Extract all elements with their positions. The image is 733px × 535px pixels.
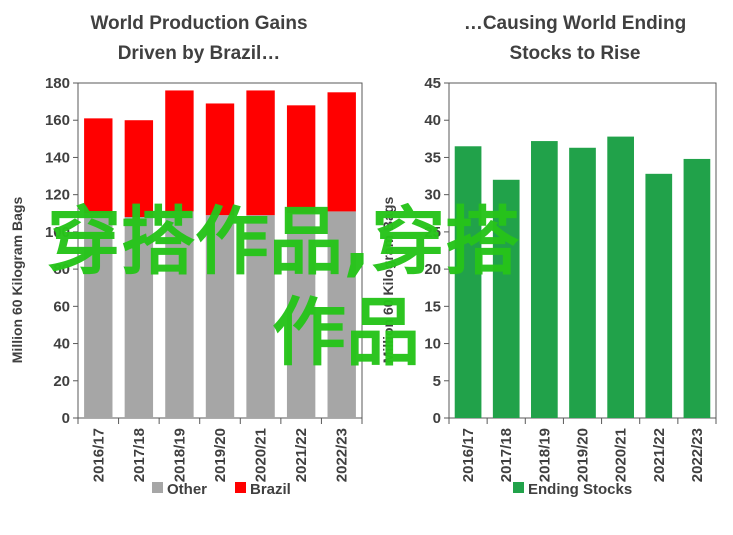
left-chart-title-line1: World Production Gains [90, 13, 307, 34]
right-chart-plot-area: 0 5 10 15 20 25 30 35 40 45 2016/17 2017/18 2018/19 2… [424, 75, 717, 482]
left-chart-y-tick-label: 80 [53, 261, 70, 278]
legend-swatch-ending-stocks [513, 482, 524, 493]
left-chart-y-tick-label: 20 [53, 373, 70, 390]
left-chart-bar-other [286, 213, 316, 418]
right-chart-legend: Ending Stocks [513, 481, 632, 498]
right-chart-y-tick-label: 5 [433, 373, 441, 390]
left-chart-y-tick-label: 120 [45, 187, 70, 204]
left-chart-legend: Other Brazil [152, 481, 291, 498]
left-chart-bar-other [327, 211, 356, 418]
legend-label-other: Other [167, 481, 207, 498]
left-chart-x-tick-label: 2020/21 [253, 428, 270, 482]
legend-label-brazil: Brazil [250, 481, 291, 498]
left-chart-x-tick-label: 2022/23 [334, 428, 351, 482]
left-chart-x-tick-label: 2021/22 [293, 428, 310, 482]
right-chart-bar-ending-stocks [492, 179, 520, 418]
right-chart-y-tick-label: 15 [424, 298, 441, 315]
left-chart-bar-other [124, 217, 154, 418]
right-chart-title-line1: …Causing World Ending [464, 13, 686, 34]
right-chart-y-tick-label: 25 [424, 224, 441, 241]
right-chart-x-tick-label: 2017/18 [498, 428, 515, 482]
legend-swatch-brazil [235, 482, 246, 493]
right-chart-x-tick-label: 2022/23 [689, 428, 706, 482]
legend-swatch-other [152, 482, 163, 493]
left-chart-bar-other [84, 213, 113, 418]
right-chart-y-tick-label: 35 [424, 149, 441, 166]
left-chart-bar-brazil [246, 90, 275, 216]
right-chart-x-tick-label: 2019/20 [575, 428, 592, 482]
left-chart-title-line2: Driven by Brazil… [118, 43, 281, 64]
left-chart-bar-brazil [205, 103, 235, 216]
left-chart-bar-other [205, 215, 235, 418]
watermark-line1: 穿搭作品,穿搭 [47, 199, 519, 285]
right-chart-x-tick-label: 2021/22 [651, 428, 668, 482]
left-chart-y-tick-label: 0 [62, 410, 70, 427]
right-chart-y-tick-label: 0 [433, 410, 441, 427]
right-chart-bar-ending-stocks [645, 173, 673, 418]
right-chart-y-tick-label: 10 [424, 336, 441, 353]
right-chart-bar-ending-stocks [454, 146, 482, 418]
right-chart-bar-ending-stocks [683, 158, 711, 418]
left-chart-y-axis-label: Million 60 Kilogram Bags [9, 197, 25, 364]
right-chart-y-tick-label: 20 [424, 261, 441, 278]
left-chart-bar-brazil [165, 90, 194, 212]
watermark: 穿搭作品,穿搭 作品 [47, 199, 519, 376]
right-chart-y-tick-label: 30 [424, 187, 441, 204]
left-chart-y-tick-label: 140 [45, 149, 70, 166]
left-chart-bar-brazil [327, 92, 356, 212]
left-chart-plot-area: 0 20 40 60 80 100 120 140 160 180 2016/17 2017/18 20… [45, 75, 363, 482]
right-chart-x-tick-label: 2016/17 [460, 428, 477, 482]
left-chart-bar-brazil [286, 105, 316, 214]
legend-label-ending-stocks: Ending Stocks [528, 481, 632, 498]
right-chart-bar-ending-stocks [531, 141, 558, 419]
left-chart-bar-other [246, 215, 275, 418]
left-chart-x-tick-label: 2016/17 [90, 428, 107, 482]
right-chart-bar-ending-stocks [569, 147, 596, 418]
left-chart-bar-other [165, 211, 194, 418]
right-chart-bar-ending-stocks [607, 136, 634, 418]
right-chart-x-tick-label: 2018/19 [536, 428, 553, 482]
left-chart-y-tick-label: 60 [53, 298, 70, 315]
left-chart-y-tick-label: 100 [45, 224, 70, 241]
left-chart-y-tick-label: 40 [53, 336, 70, 353]
watermark-line2: 作品 [272, 290, 420, 376]
right-chart-y-tick-label: 45 [424, 75, 441, 92]
left-chart-y-tick-label: 180 [45, 75, 70, 92]
left-chart-bar-brazil [124, 120, 154, 217]
left-chart-bar-brazil [84, 118, 113, 214]
right-chart-x-tick-label: 2020/21 [613, 428, 630, 482]
left-chart-x-tick-label: 2018/19 [171, 428, 188, 482]
left-chart-x-tick-label: 2017/18 [131, 428, 148, 482]
right-chart-y-tick-label: 40 [424, 112, 441, 129]
left-chart-x-tick-label: 2019/20 [212, 428, 229, 482]
left-chart-y-tick-label: 160 [45, 112, 70, 129]
right-chart-title-line2: Stocks to Rise [510, 43, 641, 64]
right-chart-y-axis-label: Million 60 Kilogram Bags [380, 197, 396, 364]
